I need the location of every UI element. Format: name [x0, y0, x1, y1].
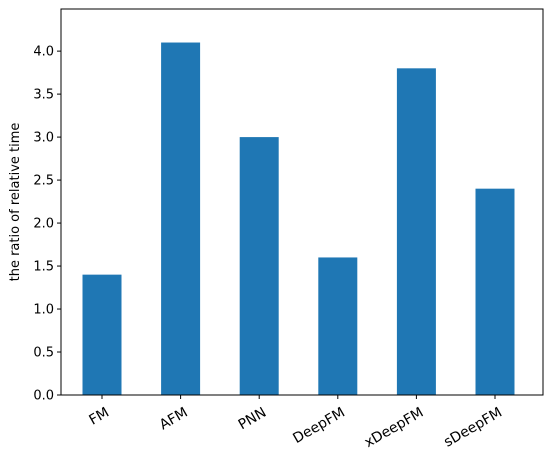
bar: [82, 274, 122, 395]
y-tick-label: 4.0: [33, 45, 54, 60]
x-tick-label: FM: [87, 405, 112, 429]
x-tick-label: PNN: [236, 405, 269, 434]
y-axis-label: the ratio of relative time: [8, 123, 23, 282]
y-tick-label: 2.5: [33, 174, 54, 189]
y-tick-label: 3.0: [33, 131, 54, 146]
y-tick-label: 1.0: [33, 303, 54, 318]
bar: [239, 137, 279, 395]
plot-frame: [60, 8, 544, 396]
bar: [318, 257, 358, 395]
bar: [396, 68, 436, 396]
x-tick-label: xDeepFM: [362, 405, 427, 452]
y-tick-label: 3.5: [33, 88, 54, 103]
bar: [475, 188, 515, 395]
bar: [161, 42, 201, 396]
y-tick-label: 0.0: [33, 389, 54, 404]
x-tick-label: sDeepFM: [441, 405, 505, 451]
x-tick-label: DeepFM: [290, 405, 347, 447]
y-tick-label: 0.5: [33, 346, 54, 361]
x-tick-label: AFM: [157, 405, 191, 434]
y-tick-label: 2.0: [33, 217, 54, 232]
y-tick-label: 1.5: [33, 260, 54, 275]
